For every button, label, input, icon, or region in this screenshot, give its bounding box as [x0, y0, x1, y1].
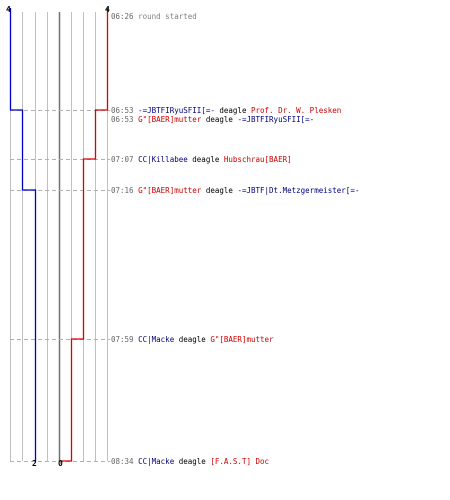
event-time: 06:26 — [111, 12, 134, 21]
event-time: 07:07 — [111, 155, 134, 164]
killer-name: G"[BAER]mutter — [138, 186, 202, 195]
team-b-score-line — [59, 8, 109, 462]
event-time: 06:53 — [111, 106, 134, 115]
weapon-name: deagle — [178, 335, 206, 344]
victim-name: [F.A.S.T] Doc — [210, 457, 270, 466]
event-row: 06:53 -=JBTFIRyuSFII[=- deagle Prof. Dr.… — [111, 106, 341, 115]
event-row: 07:16 G"[BAER]mutter deagle -=JBTF|Dt.Me… — [111, 186, 359, 195]
event-row: 06:26 round started — [111, 12, 197, 21]
weapon-name: deagle — [205, 186, 233, 195]
event-time: 08:34 — [111, 457, 134, 466]
event-time: 07:59 — [111, 335, 134, 344]
weapon-name: deagle — [178, 457, 206, 466]
event-time: 06:53 — [111, 115, 134, 124]
victim-name: G"[BAER]mutter — [210, 335, 274, 344]
team-b-end-score: 0 — [58, 459, 63, 468]
event-time: 07:16 — [111, 186, 134, 195]
event-row: 06:53 G"[BAER]mutter deagle -=JBTFIRyuSF… — [111, 115, 314, 124]
killer-name: CC|Macke — [138, 457, 175, 466]
event-message: round started — [138, 12, 197, 21]
killer-name: CC|Macke — [138, 335, 175, 344]
victim-name: -=JBTFIRyuSFII[=- — [237, 115, 315, 124]
weapon-name: deagle — [205, 115, 233, 124]
team-a-start-score: 4 — [6, 5, 11, 14]
killer-name: CC|Killabee — [138, 155, 188, 164]
event-row: 07:59 CC|Macke deagle G"[BAER]mutter — [111, 335, 274, 344]
event-row: 08:34 CC|Macke deagle [F.A.S.T] Doc — [111, 457, 269, 466]
team-a-end-score: 2 — [32, 459, 37, 468]
victim-name: Prof. Dr. W. Plesken — [250, 106, 342, 115]
victim-name: -=JBTF|Dt.Metzgermeister[=- — [237, 186, 360, 195]
team-b-start-score: 4 — [105, 5, 110, 14]
weapon-name: deagle — [192, 155, 220, 164]
team-a-score-line — [9, 8, 37, 461]
event-row: 07:07 CC|Killabee deagle Hubschrau[BAER] — [111, 155, 292, 164]
killer-name: G"[BAER]mutter — [138, 115, 202, 124]
victim-name: Hubschrau[BAER] — [223, 155, 292, 164]
killer-name: -=JBTFIRyuSFII[=- — [138, 106, 215, 115]
weapon-name: deagle — [219, 106, 247, 115]
